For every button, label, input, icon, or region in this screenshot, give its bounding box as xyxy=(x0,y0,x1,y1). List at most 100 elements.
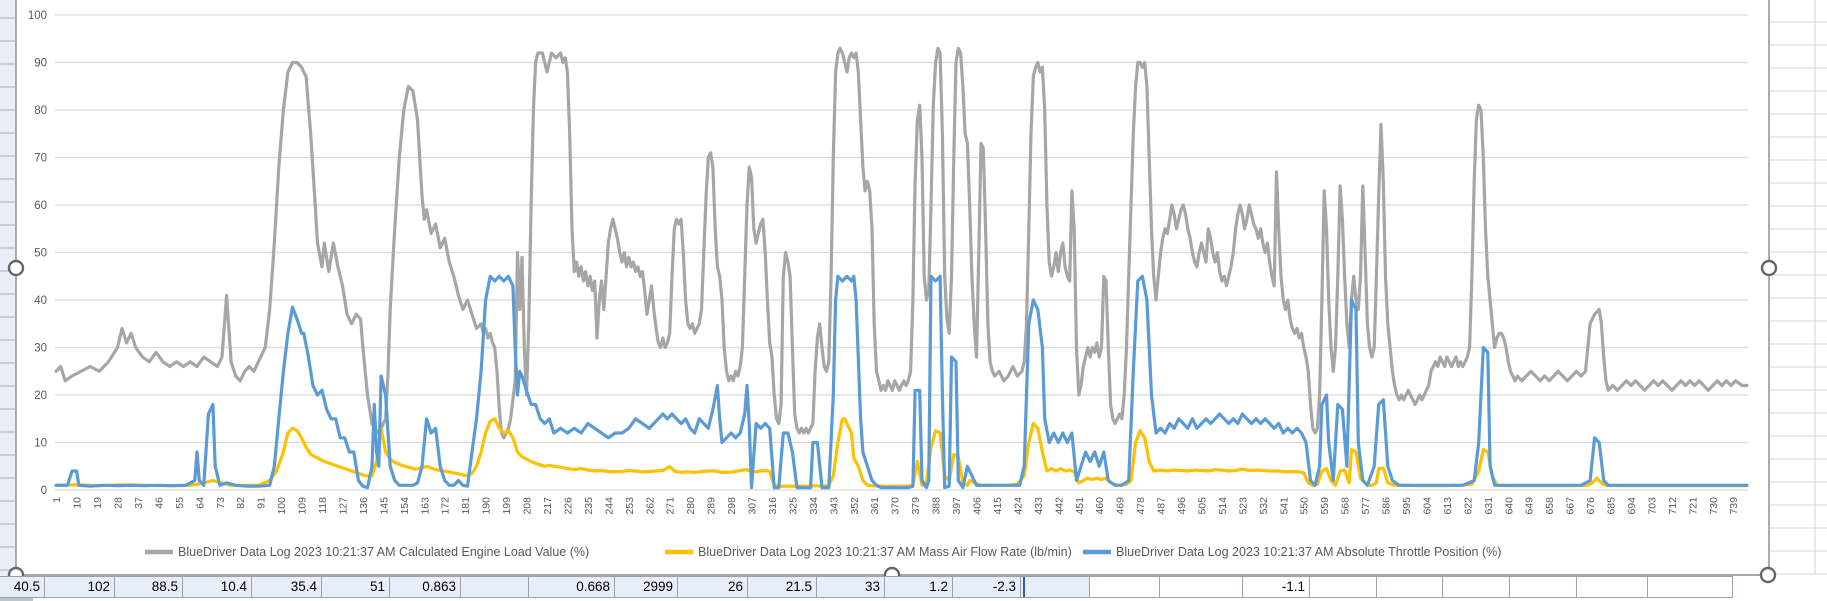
x-axis-label: 694 xyxy=(1626,497,1638,515)
y-axis-label: 60 xyxy=(34,200,47,212)
x-axis-label: 514 xyxy=(1217,497,1229,515)
legend-item[interactable]: BlueDriver Data Log 2023 10:21:37 AM Abs… xyxy=(1083,545,1501,559)
x-axis-label: 523 xyxy=(1237,497,1249,515)
x-axis-label: 28 xyxy=(112,497,124,509)
y-axis-label: 80 xyxy=(34,105,47,117)
x-axis-label: 586 xyxy=(1381,497,1393,515)
x-axis-label: 379 xyxy=(910,497,922,515)
x-axis-label: 388 xyxy=(931,497,943,515)
spreadsheet-cell[interactable]: 33 xyxy=(817,576,885,598)
x-axis-label: 334 xyxy=(808,497,820,515)
x-axis-label: 370 xyxy=(890,497,902,515)
spreadsheet-cell[interactable]: 10.4 xyxy=(183,576,252,598)
selection-handle[interactable] xyxy=(1760,259,1778,277)
x-axis-label: 496 xyxy=(1176,497,1188,515)
x-axis-label: 343 xyxy=(828,497,840,515)
y-axis-label: 100 xyxy=(28,10,47,22)
x-axis-label: 442 xyxy=(1053,497,1065,515)
spreadsheet-cell[interactable] xyxy=(1310,576,1377,598)
x-axis-label: 55 xyxy=(174,497,186,509)
y-axis-label: 70 xyxy=(34,153,47,165)
series-throttle-line[interactable] xyxy=(54,274,1749,490)
x-axis-label: 685 xyxy=(1606,497,1618,515)
x-axis-label: 415 xyxy=(992,497,1004,515)
spreadsheet-cell[interactable] xyxy=(1160,576,1243,598)
legend-item[interactable]: BlueDriver Data Log 2023 10:21:37 AM Cal… xyxy=(145,545,589,559)
x-axis-label: 424 xyxy=(1012,497,1024,515)
x-axis-label: 487 xyxy=(1156,497,1168,515)
spreadsheet-cell[interactable]: 51 xyxy=(322,576,390,598)
spreadsheet-cell[interactable]: 21.5 xyxy=(748,576,817,598)
x-axis-label: 361 xyxy=(869,497,881,515)
x-axis-label: 82 xyxy=(235,497,247,509)
spreadsheet-cell[interactable] xyxy=(1377,576,1443,598)
spreadsheet-cell[interactable] xyxy=(1021,576,1090,598)
worksheet-left-strip xyxy=(0,0,16,601)
x-axis-label: 541 xyxy=(1278,497,1290,515)
x-axis-label: 280 xyxy=(685,497,697,515)
x-axis-label: 703 xyxy=(1646,497,1658,515)
y-axis-label: 90 xyxy=(34,58,47,70)
x-axis-label: 649 xyxy=(1524,497,1536,515)
spreadsheet-cell[interactable]: 0.863 xyxy=(390,576,461,598)
x-axis-label: 577 xyxy=(1360,497,1372,515)
x-axis-label: 91 xyxy=(256,497,268,509)
x-axis-label: 568 xyxy=(1340,497,1352,515)
x-axis-label: 667 xyxy=(1565,497,1577,515)
y-axis-label: 10 xyxy=(34,438,47,450)
spreadsheet-cell[interactable]: 2999 xyxy=(615,576,678,598)
x-axis-label: 460 xyxy=(1094,497,1106,515)
legend-label: BlueDriver Data Log 2023 10:21:37 AM Cal… xyxy=(178,545,589,559)
partial-row xyxy=(0,598,1827,601)
spreadsheet-cell[interactable] xyxy=(1510,576,1577,598)
x-axis-label: 127 xyxy=(337,497,349,515)
spreadsheet-cell[interactable]: 40.5 xyxy=(0,576,45,598)
spreadsheet-cell[interactable]: 102 xyxy=(45,576,115,598)
spreadsheet-cell[interactable] xyxy=(1577,576,1648,598)
spreadsheet-cell[interactable]: 26 xyxy=(678,576,748,598)
x-axis-label: 136 xyxy=(358,497,370,515)
x-axis-label: 604 xyxy=(1421,497,1433,515)
x-axis-label: 316 xyxy=(767,497,779,515)
x-axis-label: 100 xyxy=(276,497,288,515)
x-axis-label: 253 xyxy=(624,497,636,515)
legend-label: BlueDriver Data Log 2023 10:21:37 AM Abs… xyxy=(1116,545,1501,559)
x-axis-label: 550 xyxy=(1299,497,1311,515)
x-axis-label: 721 xyxy=(1687,497,1699,515)
x-axis-label: 307 xyxy=(747,497,759,515)
x-axis-label: 1 xyxy=(51,497,63,503)
x-axis-label: 469 xyxy=(1115,497,1127,515)
selection-handle[interactable] xyxy=(1759,566,1777,584)
x-axis-label: 145 xyxy=(378,497,390,515)
cell-cursor xyxy=(1023,577,1025,597)
spreadsheet-cell[interactable]: 35.4 xyxy=(252,576,322,598)
x-axis-label: 64 xyxy=(194,497,206,509)
spreadsheet-cell[interactable] xyxy=(1648,576,1733,598)
x-axis-label: 262 xyxy=(644,497,656,515)
x-axis-label: 109 xyxy=(297,497,309,515)
spreadsheet-cell[interactable] xyxy=(461,576,529,598)
x-axis-label: 352 xyxy=(849,497,861,515)
x-axis-label: 154 xyxy=(399,497,411,515)
x-axis-label: 271 xyxy=(665,497,677,515)
x-axis-label: 325 xyxy=(787,497,799,515)
spreadsheet-cell[interactable]: -1.1 xyxy=(1243,576,1310,598)
spreadsheet-cell[interactable]: 0.668 xyxy=(529,576,615,598)
x-axis-label: 622 xyxy=(1462,497,1474,515)
y-axis-label: 0 xyxy=(41,485,47,497)
spreadsheet-cell[interactable] xyxy=(1443,576,1510,598)
spreadsheet-cell[interactable]: 1.2 xyxy=(885,576,953,598)
spreadsheet-cell[interactable] xyxy=(1090,576,1160,598)
x-axis-label: 712 xyxy=(1667,497,1679,515)
x-axis-label: 19 xyxy=(92,497,104,509)
x-axis-label: 37 xyxy=(133,497,145,509)
spreadsheet-cell[interactable]: 88.5 xyxy=(115,576,183,598)
y-axis-label: 50 xyxy=(34,248,47,260)
x-axis-label: 298 xyxy=(726,497,738,515)
worksheet-right-strip xyxy=(1770,0,1827,575)
y-axis-label: 20 xyxy=(34,390,47,402)
x-axis-label: 631 xyxy=(1483,497,1495,515)
spreadsheet-cell[interactable]: -2.3 xyxy=(953,576,1021,598)
legend-item[interactable]: BlueDriver Data Log 2023 10:21:37 AM Mas… xyxy=(665,545,1072,559)
selection-handle[interactable] xyxy=(7,259,25,277)
